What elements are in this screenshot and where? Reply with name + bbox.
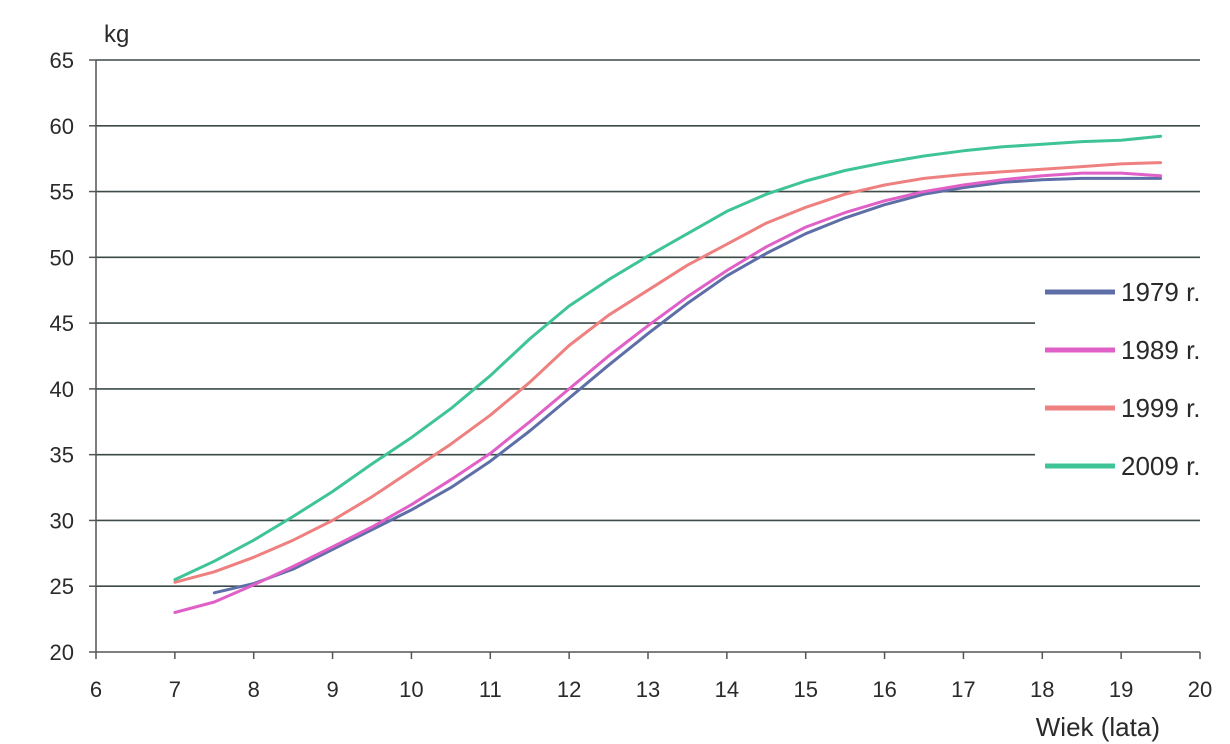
x-tick-label: 16	[872, 677, 896, 702]
x-tick-label: 19	[1109, 677, 1133, 702]
x-tick-label: 10	[399, 677, 423, 702]
legend-label: 1989 r.	[1121, 335, 1201, 365]
x-tick-label: 7	[169, 677, 181, 702]
series-lines	[173, 134, 1163, 614]
grid-lines	[89, 59, 1201, 659]
x-tick-label: 20	[1188, 677, 1212, 702]
x-axis-label: Wiek (lata)	[1036, 712, 1160, 742]
series-line-1999	[173, 161, 1163, 584]
y-tick-label: 20	[50, 640, 74, 665]
y-tick-label: 65	[50, 48, 74, 73]
y-tick-labels: 20 25 30 35 40 45 50 55 60 65	[50, 48, 74, 665]
y-tick-label: 50	[50, 245, 74, 270]
axes	[95, 60, 1200, 653]
y-tick-label: 30	[50, 508, 74, 533]
x-tick-label: 6	[90, 677, 102, 702]
legend-label: 1999 r.	[1121, 393, 1201, 423]
y-tick-label: 55	[50, 180, 74, 205]
legend-label: 2009 r.	[1121, 451, 1201, 481]
series-line-2009	[173, 134, 1163, 582]
y-tick-label: 35	[50, 443, 74, 468]
x-tick-label: 12	[557, 677, 581, 702]
legend-label: 1979 r.	[1121, 277, 1201, 307]
y-tick-label: 25	[50, 574, 74, 599]
x-tick-label: 13	[636, 677, 660, 702]
x-tick-label: 9	[326, 677, 338, 702]
y-tick-label: 40	[50, 377, 74, 402]
y-tick-label: 60	[50, 114, 74, 139]
x-tick-label: 18	[1030, 677, 1054, 702]
y-axis-label: kg	[104, 21, 129, 48]
x-tick-label: 8	[248, 677, 260, 702]
series-line-1979	[212, 176, 1163, 595]
legend-background	[1035, 270, 1225, 490]
x-tick-label: 17	[951, 677, 975, 702]
x-tick-label: 15	[793, 677, 817, 702]
x-tick-label: 11	[479, 677, 502, 702]
y-tick-label: 45	[50, 311, 74, 336]
x-tick-labels: 6 7 8 9 10 11 12 13 14 15 16 17 18 19 20	[90, 677, 1212, 702]
x-tick-label: 14	[715, 677, 739, 702]
legend: 1979 r. 1989 r. 1999 r. 2009 r.	[1035, 270, 1225, 490]
series-line-1989	[173, 171, 1163, 614]
